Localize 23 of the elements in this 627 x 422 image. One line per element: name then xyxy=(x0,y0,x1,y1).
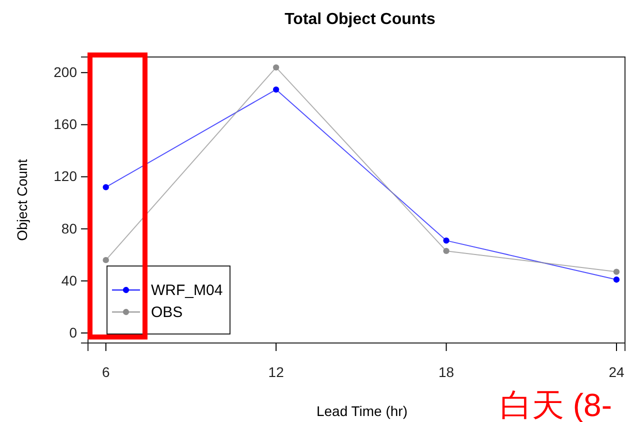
x-tick-label: 6 xyxy=(102,364,110,380)
x-axis-title: Lead Time (hr) xyxy=(316,403,408,419)
point xyxy=(613,276,620,283)
legend-label: OBS xyxy=(151,304,183,321)
x-tick-label: 12 xyxy=(268,364,284,380)
point xyxy=(443,237,450,244)
y-tick-label: 160 xyxy=(54,116,78,132)
chart-title: Total Object Counts xyxy=(284,11,436,28)
point xyxy=(613,268,620,275)
point xyxy=(443,248,450,254)
point xyxy=(102,184,109,190)
point xyxy=(272,64,280,70)
y-tick-label: 80 xyxy=(61,220,78,236)
point xyxy=(102,256,109,264)
y-tick-label: 0 xyxy=(69,324,78,340)
y-axis-title: Object Count xyxy=(14,159,30,241)
x-tick-label: 18 xyxy=(438,364,454,380)
x-tick-label: 24 xyxy=(608,364,624,380)
y-tick-label: 200 xyxy=(54,64,78,80)
legend-label: WRF_M04 xyxy=(151,282,223,299)
y-tick-label: 40 xyxy=(61,272,78,288)
y-tick-label: 120 xyxy=(54,168,78,184)
point xyxy=(272,86,280,93)
